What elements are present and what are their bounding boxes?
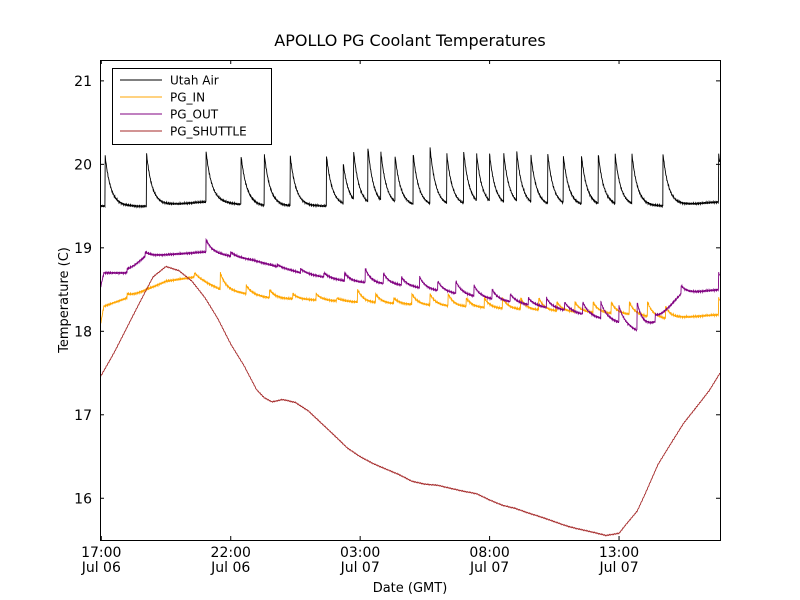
plot-lines [100,147,720,537]
x-tick-label-time: 22:00 [211,545,251,561]
series-line-pg-out [100,237,720,332]
x-tick-label-time: 13:00 [599,545,639,561]
x-tick-label-date: Jul 06 [210,560,250,576]
series-line-pg-shuttle [100,265,720,537]
x-tick-label-date: Jul 06 [81,560,121,576]
chart-title: APOLLO PG Coolant Temperatures [274,31,545,50]
y-tick-label: 19 [74,241,92,257]
legend-label-utah-air: Utah Air [170,74,219,88]
x-axis-label: Date (GMT) [373,581,448,596]
legend: Utah Air PG_IN PG_OUT PG_SHUTTLE [112,68,272,145]
x-tick-label-time: 17:00 [81,545,121,561]
series-line-pg-in [100,271,720,328]
y-tick-label: 16 [74,491,92,507]
x-tick-label-time: 03:00 [340,545,380,561]
legend-box [112,68,272,145]
x-tick-label-time: 08:00 [469,545,509,561]
legend-label-pg-in: PG_IN [170,91,205,105]
x-tick-label-date: Jul 07 [469,560,509,576]
y-tick-label: 20 [74,157,92,173]
y-tick-label: 18 [74,324,92,340]
legend-label-pg-out: PG_OUT [170,108,219,122]
plot-frame [100,60,721,541]
series-line-utah-air [100,147,720,209]
y-tick-label: 17 [74,408,92,424]
x-tick-label-date: Jul 07 [340,560,380,576]
y-axis-ticks: 16 17 18 19 20 21 [74,74,720,507]
legend-label-pg-shuttle: PG_SHUTTLE [170,125,247,139]
y-tick-label: 21 [74,74,92,90]
y-axis-label: Temperature (C) [57,247,72,354]
x-tick-label-date: Jul 07 [598,560,638,576]
